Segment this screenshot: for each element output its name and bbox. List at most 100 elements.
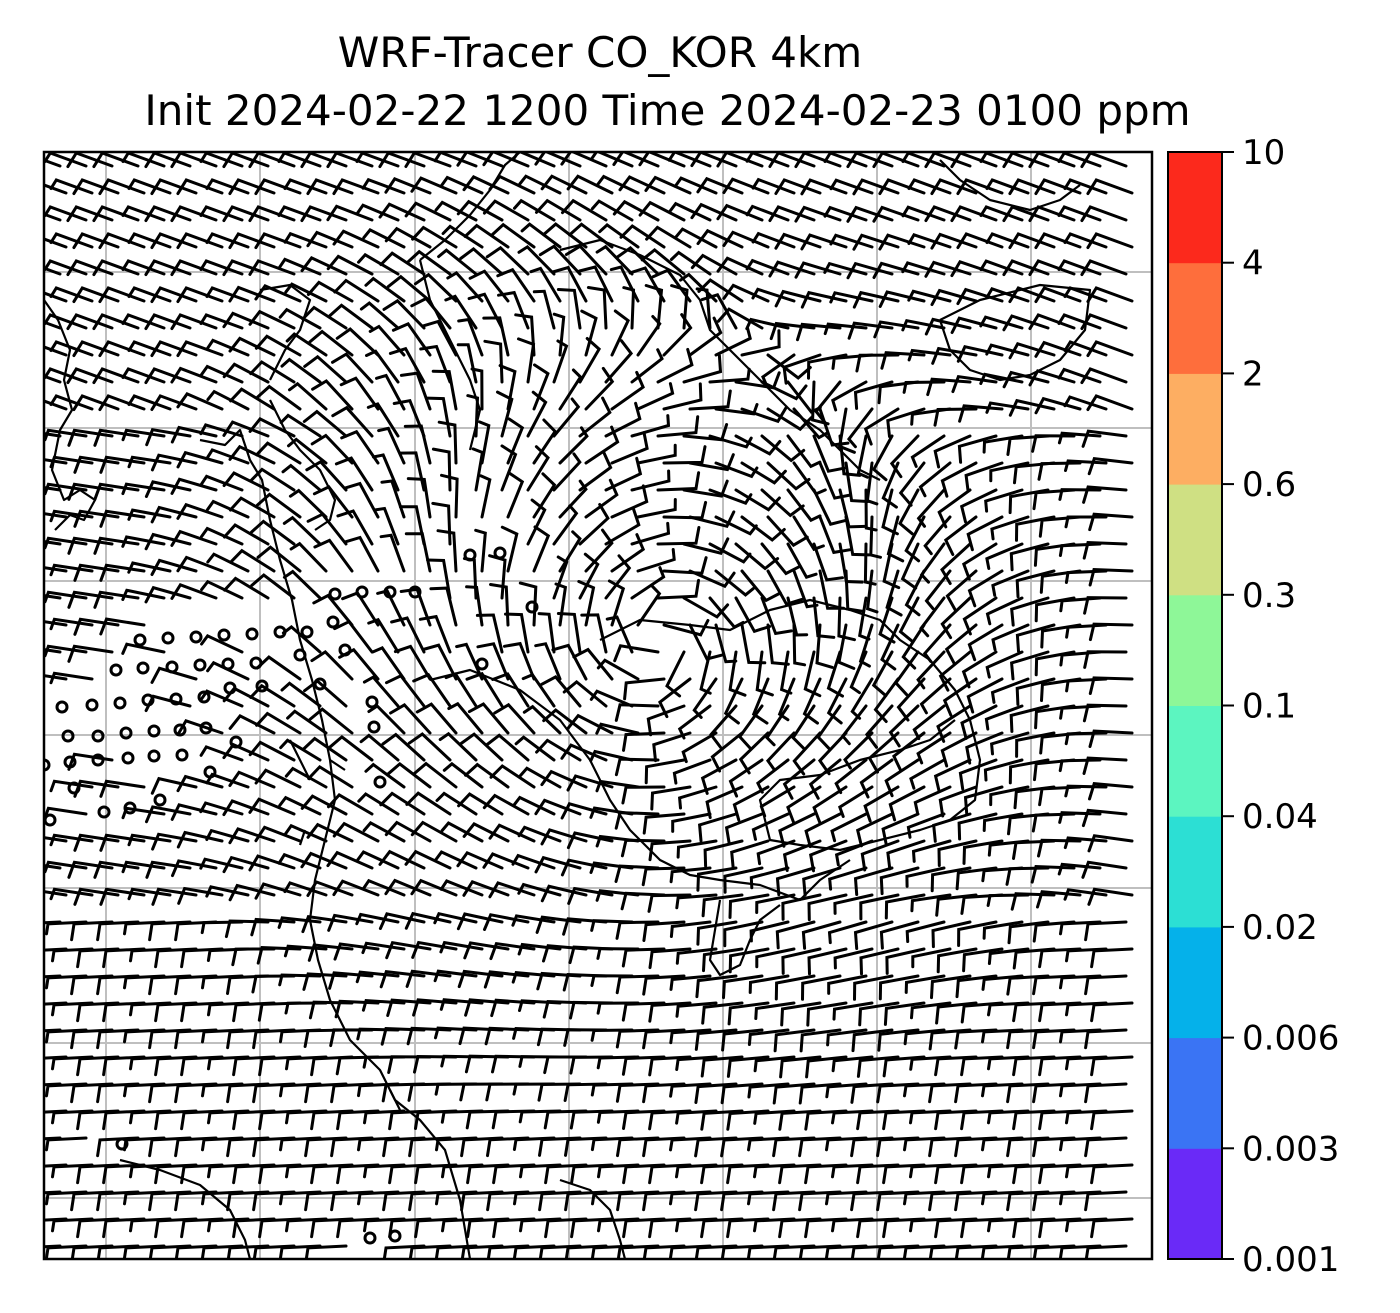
wind-barb — [327, 792, 374, 816]
calm-circle — [121, 751, 135, 765]
wind-barb — [1090, 1109, 1134, 1131]
calm-circle — [383, 585, 397, 599]
wind-barb — [1086, 340, 1134, 358]
wind-barb — [979, 315, 1024, 330]
wind-barb — [697, 812, 738, 843]
wind-barb — [176, 502, 224, 520]
wind-barb — [1015, 677, 1056, 706]
wind-barb — [255, 711, 302, 735]
wind-barb — [444, 672, 478, 708]
wind-barb — [578, 451, 613, 492]
wind-barb — [773, 1028, 816, 1053]
wind-barb — [228, 178, 276, 196]
wind-barb — [377, 426, 406, 465]
wind-barb — [1090, 1163, 1134, 1185]
wind-barb — [1063, 395, 1108, 411]
wind-barb — [66, 313, 114, 331]
wind-barb — [669, 1028, 712, 1045]
wind-barb — [853, 866, 894, 896]
wind-barb — [440, 473, 459, 519]
wind-barb — [405, 791, 452, 816]
wind-barb — [768, 205, 816, 223]
calm-circle — [328, 587, 342, 601]
wind-barb — [1057, 367, 1102, 384]
wind-barb — [415, 702, 458, 735]
wind-barb — [990, 515, 1030, 541]
wind-barb — [745, 204, 790, 222]
wind-barb — [121, 588, 166, 601]
wind-barb — [816, 704, 842, 751]
wind-barb — [488, 174, 536, 195]
wind-barb — [375, 373, 406, 411]
wind-barb — [49, 394, 94, 411]
wind-barb — [786, 488, 822, 523]
wind-barb — [200, 579, 244, 600]
wind-barb — [1088, 781, 1134, 801]
wind-barb — [858, 1001, 900, 1027]
wind-barb — [578, 552, 600, 600]
wind-barb — [673, 176, 718, 195]
wind-barb — [44, 183, 68, 195]
wind-barb — [491, 672, 530, 708]
wind-barb — [518, 174, 562, 195]
calm-circle — [91, 753, 105, 767]
wind-barb — [716, 203, 764, 222]
wind-barb — [933, 434, 972, 469]
wind-barb — [405, 249, 452, 276]
wind-barb — [945, 569, 978, 612]
wind-barb — [904, 569, 926, 617]
wind-barb — [807, 893, 848, 922]
wind-barb — [371, 453, 400, 492]
wind-barb — [851, 1028, 894, 1053]
wind-barb — [809, 839, 848, 873]
wind-barb — [777, 677, 796, 722]
wind-barb — [412, 761, 458, 789]
wind-barb — [985, 542, 1024, 570]
wind-barb — [170, 582, 218, 600]
wind-barb — [49, 232, 94, 249]
wind-barb — [72, 394, 120, 412]
wind-barb — [99, 779, 146, 798]
wind-barb — [229, 548, 276, 573]
wind-barb — [121, 259, 166, 276]
wind-barb — [701, 1001, 744, 1025]
wind-barb — [756, 839, 796, 866]
wind-barb — [879, 920, 920, 950]
colorbar-tick-label: 0.04 — [1242, 797, 1318, 837]
wind-barb — [44, 291, 68, 303]
wind-barb — [696, 920, 738, 946]
calm-circle — [255, 679, 269, 693]
wind-barb — [682, 354, 723, 384]
wind-barb — [278, 795, 322, 816]
wind-barb — [558, 426, 589, 465]
wind-barb — [1084, 1136, 1128, 1158]
wind-barb — [478, 420, 491, 465]
wind-barb — [205, 286, 250, 303]
wind-barb — [471, 447, 485, 492]
wind-barb — [775, 920, 816, 950]
wind-barb — [447, 701, 484, 735]
wind-barb — [127, 561, 172, 574]
wind-barb — [931, 920, 972, 949]
wind-barb — [1086, 232, 1134, 250]
wind-barb — [911, 839, 952, 863]
wind-barb — [844, 461, 870, 503]
wind-barb — [44, 259, 88, 276]
wind-barb — [150, 453, 198, 472]
wind-barb — [622, 286, 636, 330]
wind-barb — [1028, 313, 1076, 331]
wind-barb — [305, 459, 348, 492]
wind-barb — [831, 1055, 874, 1073]
wind-barb — [621, 947, 666, 968]
wind-barb — [552, 504, 579, 546]
wind-barb — [49, 671, 94, 685]
calm-circle — [273, 625, 287, 639]
coastline-korea-peninsula — [599, 598, 982, 852]
wind-barb — [444, 294, 478, 330]
wind-barb — [144, 205, 192, 223]
wind-barb — [362, 675, 400, 708]
calm-circle — [217, 628, 231, 642]
wind-barb — [644, 758, 686, 785]
wind-barb — [956, 232, 1004, 250]
wind-barb — [734, 542, 780, 571]
